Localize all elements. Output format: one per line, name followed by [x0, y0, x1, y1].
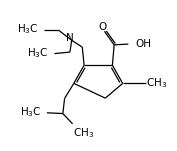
Text: O: O — [99, 22, 107, 32]
Text: OH: OH — [135, 39, 151, 49]
Text: CH$_3$: CH$_3$ — [146, 76, 168, 90]
Text: H$_3$C: H$_3$C — [20, 105, 42, 119]
Text: CH$_3$: CH$_3$ — [73, 127, 95, 140]
Text: H$_3$C: H$_3$C — [17, 22, 39, 36]
Text: H$_3$C: H$_3$C — [27, 46, 49, 60]
Text: N: N — [66, 33, 74, 43]
